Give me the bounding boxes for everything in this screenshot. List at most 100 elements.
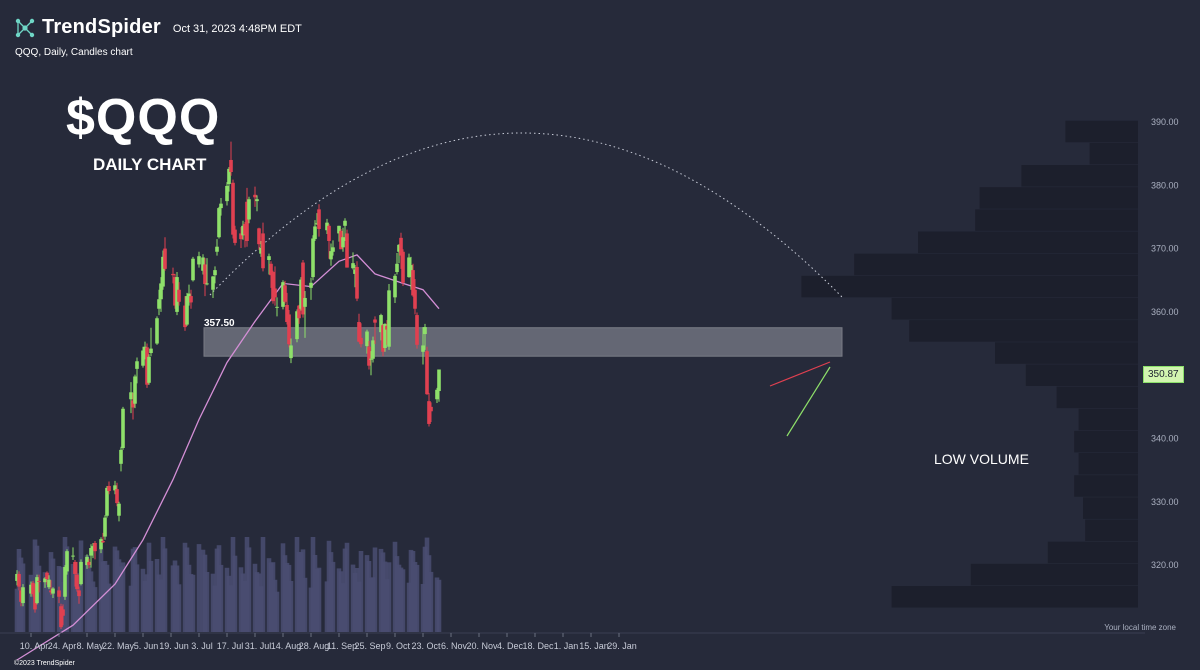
- candle-98: [299, 277, 303, 311]
- x-tick-label-12: 25. Sep: [354, 641, 385, 651]
- candle-44: [143, 341, 147, 360]
- candle-66: [211, 275, 215, 298]
- candle-74: [231, 179, 235, 239]
- candle-143: [427, 392, 431, 427]
- candle-45: [145, 343, 149, 388]
- x-tick-label-13: 9. Oct: [386, 641, 411, 651]
- candle-140: [421, 327, 425, 365]
- candle-101: [309, 277, 313, 300]
- candle-78: [243, 222, 247, 248]
- candle-122: [369, 351, 373, 376]
- x-tick-label-5: 19. Jun: [159, 641, 189, 651]
- candle-5: [31, 580, 35, 597]
- profile-bar-6: [854, 253, 1138, 276]
- candle-4: [29, 581, 33, 597]
- y-tick-label-3: 360.00: [1151, 307, 1179, 317]
- volume-bar-62: [196, 544, 202, 632]
- y-tick-label-2: 370.00: [1151, 244, 1179, 254]
- x-tick-label-19: 1. Jan: [554, 641, 579, 651]
- volume-bar-129: [386, 562, 392, 632]
- candle-23: [79, 559, 83, 586]
- volume-bar-52: [162, 548, 168, 632]
- candle-93: [285, 292, 289, 325]
- candle-13: [51, 587, 55, 599]
- candle-126: [381, 323, 385, 357]
- candle-96: [295, 309, 299, 343]
- candle-92: [283, 280, 287, 304]
- candle-34: [113, 480, 117, 495]
- candle-125: [379, 313, 383, 341]
- candle-14: [57, 586, 61, 604]
- y-tick-label-7: 320.00: [1151, 560, 1179, 570]
- candle-33: [107, 481, 111, 495]
- candle-135: [407, 253, 411, 278]
- candle-76: [239, 227, 243, 248]
- x-tick-label-18: 18. Dec: [522, 641, 554, 651]
- y-tick-label-6: 330.00: [1151, 497, 1179, 507]
- volume-bar-85: [260, 537, 266, 632]
- candle-121: [367, 341, 371, 370]
- candle-17: [63, 565, 67, 600]
- candle-97: [297, 304, 301, 324]
- candle-145: [435, 387, 439, 404]
- y-tick-label-1: 380.00: [1151, 180, 1179, 190]
- x-tick-label-7: 17. Jul: [217, 641, 244, 651]
- profile-bar-5: [918, 231, 1138, 254]
- profile-bar-9: [909, 320, 1138, 342]
- candle-80: [247, 196, 251, 224]
- candle-16: [61, 604, 65, 626]
- arc-path: [209, 132, 843, 298]
- candle-19: [71, 547, 75, 561]
- candle-42: [135, 357, 139, 384]
- brand-name: TrendSpider: [42, 16, 161, 38]
- candle-71: [225, 182, 229, 206]
- candle-58: [185, 292, 189, 326]
- candle-108: [329, 243, 333, 266]
- volume-bar-70: [218, 564, 224, 632]
- candle-83: [257, 227, 261, 250]
- y-axis: 390.00380.00370.00360.00350.00340.00330.…: [1151, 117, 1179, 570]
- low-volume-annotation: LOW VOLUME: [934, 451, 1029, 467]
- candle-36: [117, 501, 121, 522]
- candle-77: [241, 220, 245, 240]
- candle-114: [345, 229, 349, 268]
- volume-bar-47: [148, 560, 154, 632]
- candle-27: [91, 542, 95, 559]
- timezone-note: Your local time zone: [1104, 623, 1176, 632]
- x-tick-label-10: 28. Aug: [299, 641, 330, 651]
- support-zone: [203, 327, 843, 357]
- candle-43: [141, 346, 145, 368]
- candle-65: [205, 258, 209, 286]
- candle-6: [33, 584, 37, 613]
- candle-26: [89, 544, 93, 568]
- candle-25: [87, 558, 91, 569]
- copyright: ©2023 TrendSpider: [14, 660, 75, 667]
- volume-bar-139: [414, 564, 420, 632]
- profile-bar-15: [1078, 453, 1138, 475]
- candle-133: [399, 232, 403, 269]
- candle-82: [255, 195, 259, 212]
- candle-8: [37, 574, 41, 593]
- chart-subtitle: QQQ, Daily, Candles chart: [15, 47, 133, 58]
- x-tick-label-2: 8. May: [76, 641, 104, 651]
- volume-bar-56: [176, 584, 182, 632]
- candle-89: [273, 266, 277, 306]
- candle-129: [387, 284, 391, 350]
- candle-3: [21, 584, 25, 607]
- candle-120: [365, 329, 369, 354]
- candle-115: [351, 252, 355, 270]
- candle-18: [65, 549, 69, 575]
- volume-bar-23: [78, 540, 84, 632]
- profile-bar-16: [1074, 475, 1138, 497]
- profile-bar-7: [801, 275, 1138, 298]
- candle-103: [313, 220, 317, 242]
- candle-141: [423, 323, 427, 350]
- candle-32: [105, 485, 109, 518]
- volume-bar-42: [134, 564, 140, 632]
- profile-bar-18: [1085, 519, 1138, 542]
- candle-99: [301, 259, 305, 318]
- volume-bar-65: [204, 572, 210, 632]
- x-tick-label-16: 20. Nov: [466, 641, 498, 651]
- x-tick-label-15: 6. Nov: [441, 641, 468, 651]
- candle-2: [19, 587, 23, 607]
